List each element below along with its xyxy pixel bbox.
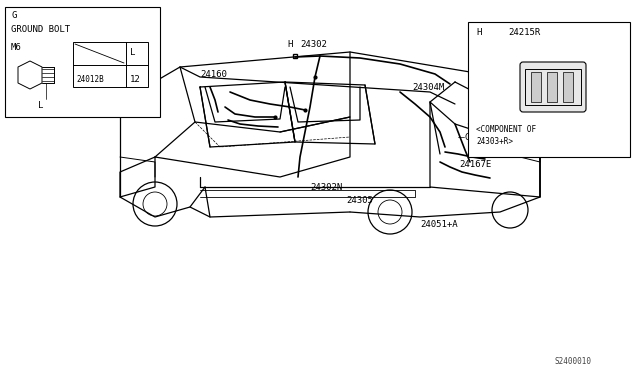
Bar [468, 22, 630, 157]
Bar [73, 42, 148, 87]
Text: 24051+A: 24051+A [420, 219, 458, 228]
Text: <COMPONENT OF: <COMPONENT OF [476, 125, 536, 134]
Text: G: G [465, 132, 470, 141]
Text: S2400010: S2400010 [555, 357, 592, 366]
Text: 24058: 24058 [485, 115, 512, 125]
Bar [547, 72, 557, 102]
Text: GROUND BOLT: GROUND BOLT [11, 25, 70, 33]
Text: 24305: 24305 [346, 196, 373, 205]
Text: 24304M: 24304M [412, 83, 444, 92]
Text: 24302: 24302 [300, 39, 327, 48]
Bar [5, 7, 160, 117]
Text: 24302N: 24302N [310, 183, 342, 192]
Text: 24167E: 24167E [459, 160, 492, 169]
Text: 24012B: 24012B [76, 74, 104, 83]
Text: 24160: 24160 [200, 70, 227, 78]
Bar [563, 72, 573, 102]
Text: H: H [476, 28, 481, 36]
FancyBboxPatch shape [520, 62, 586, 112]
Text: 24303+R>: 24303+R> [476, 137, 513, 145]
Text: H: H [287, 39, 292, 48]
Bar [525, 69, 581, 105]
Text: L: L [38, 100, 44, 109]
Text: G: G [11, 10, 17, 19]
Text: 24051+D: 24051+D [468, 145, 506, 154]
Text: 24215R: 24215R [508, 28, 540, 36]
Bar [531, 72, 541, 102]
Text: L: L [130, 48, 136, 57]
Text: M6: M6 [11, 42, 22, 51]
Text: 12: 12 [130, 74, 141, 83]
